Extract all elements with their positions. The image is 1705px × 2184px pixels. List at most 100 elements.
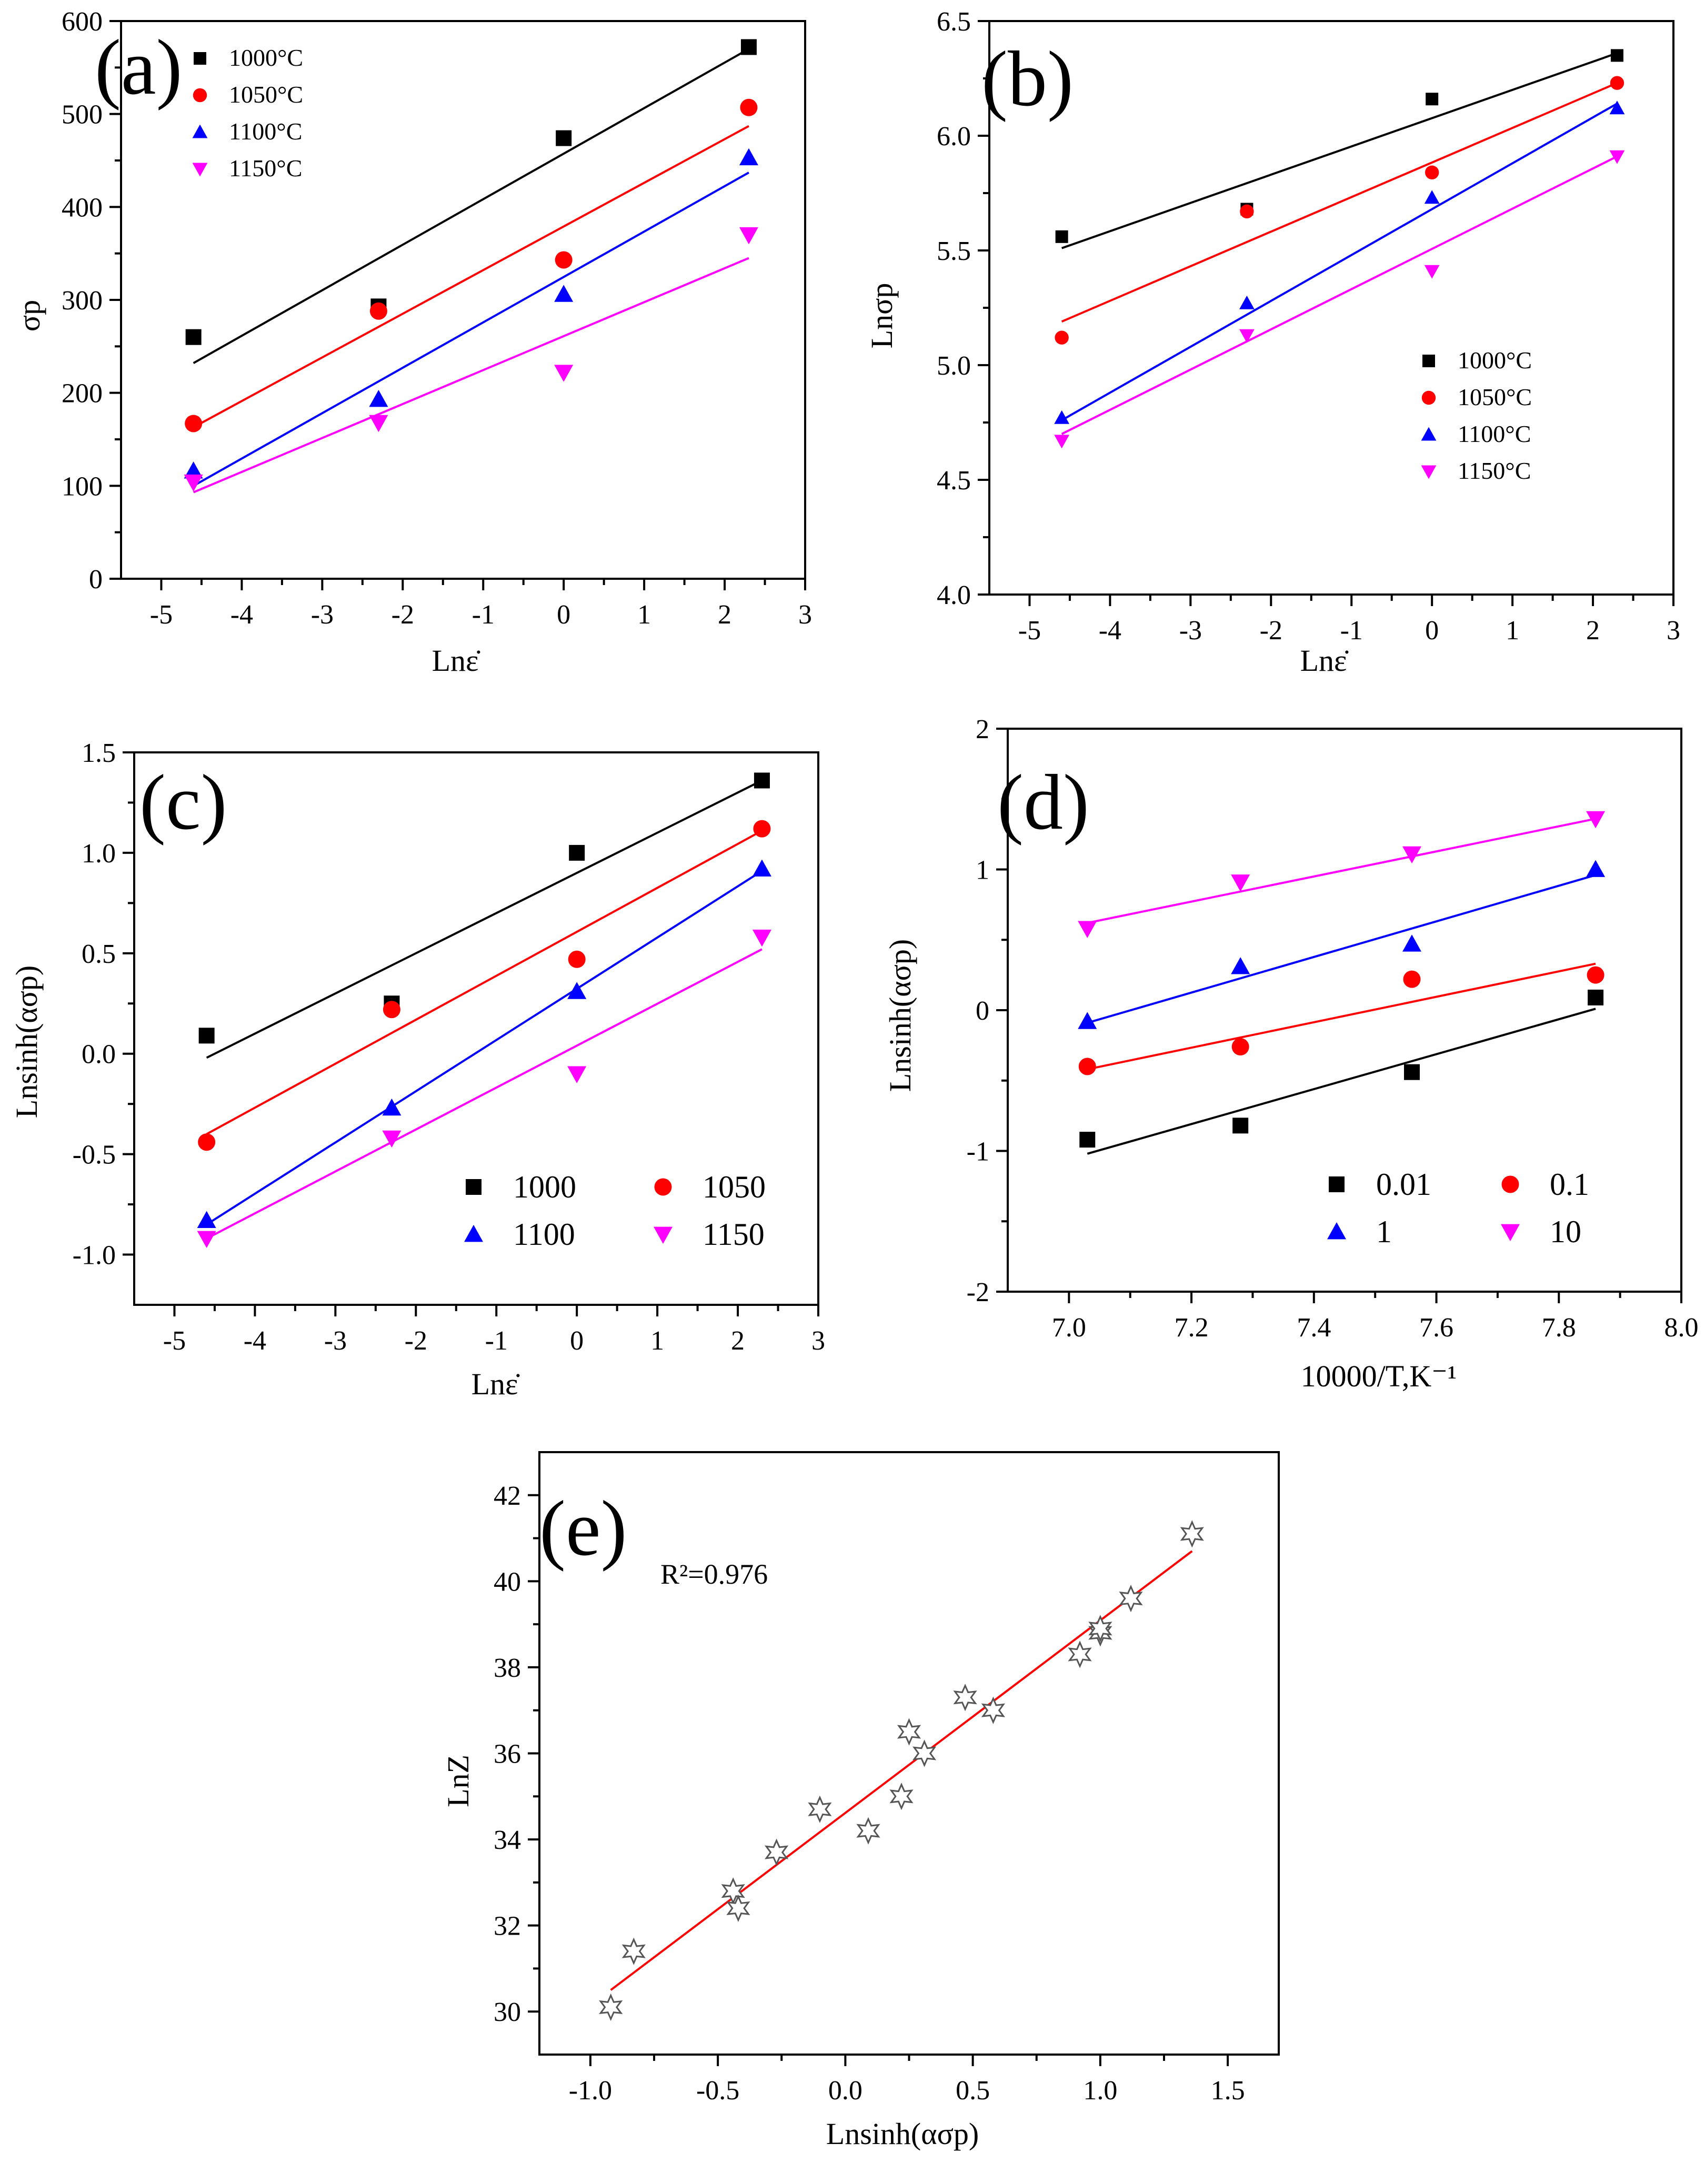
chart-b-ytick-label: 5.5: [937, 236, 971, 266]
chart-a-fit-line-1: [193, 125, 749, 428]
chart-b-legend-marker: [1421, 390, 1436, 405]
chart-e-point: [856, 1817, 880, 1845]
chart-e-point: [599, 1993, 623, 2021]
chart-d-xtick-label: 7.2: [1175, 1313, 1209, 1343]
chart-b-point: [1054, 435, 1070, 449]
chart-e-plot: -1.0 -0.5 0.0 0.5 1.0 1.5 30 32 34 36 38 40 42: [494, 1451, 1280, 2106]
panel-a-label: (a): [95, 24, 182, 111]
chart-c-legend-marker: [464, 1225, 483, 1242]
panel-e-ylabel: LnZ: [441, 1755, 475, 1807]
panel-e: (e) R²=0.976 Lnsinh(ασp) LnZ: [441, 1485, 979, 2151]
chart-e-fit-line-0: [610, 1550, 1193, 1991]
panel-e-r2-annotation: R²=0.976: [660, 1558, 768, 1590]
chart-e-xtick-label: 0.0: [828, 2076, 862, 2106]
chart-c-legend-label: 1050: [703, 1170, 766, 1204]
panel-b-xlabel: Lnε̇: [1300, 643, 1349, 678]
chart-c-point: [569, 844, 585, 861]
chart-d-ytick-label: 0: [976, 996, 989, 1026]
chart-d-point: [1079, 1132, 1096, 1148]
chart-b-ytick-label: 6.0: [937, 122, 971, 152]
chart-a-point: [554, 365, 574, 382]
chart-e-point: [1180, 1520, 1204, 1548]
chart-b-point: [1609, 150, 1625, 164]
panel-c-label: (c): [139, 759, 227, 846]
chart-e-xtick-label: 1.5: [1211, 2076, 1245, 2106]
chart-c-ytick-label: 1.5: [82, 738, 116, 768]
chart-a-point: [184, 461, 203, 479]
chart-b-legend-label: 1150°C: [1458, 457, 1531, 484]
chart-a-xtick-label: 1: [637, 600, 651, 630]
chart-e-xtick-label: -1.0: [569, 2076, 612, 2106]
chart-b-point: [1426, 93, 1439, 106]
chart-a-fit-line-2: [193, 172, 749, 487]
chart-e-point: [1119, 1584, 1143, 1613]
chart-c-xtick-label: -5: [163, 1326, 186, 1356]
chart-e-point: [981, 1696, 1006, 1724]
chart-a-xtick-label: -3: [311, 600, 334, 630]
chart-a-point: [185, 415, 203, 432]
chart-d-fit-line-3: [1087, 818, 1596, 924]
chart-c-fit-line-2: [206, 870, 763, 1225]
chart-d-legend-marker: [1327, 1222, 1346, 1240]
chart-c-point: [383, 1001, 400, 1019]
chart-d-legend-marker: [1501, 1224, 1520, 1241]
chart-a-point: [739, 227, 758, 245]
chart-c-legend-marker: [654, 1178, 672, 1196]
chart-a-legend-label: 1050°C: [229, 81, 303, 108]
chart-b-legend-label: 1100°C: [1458, 420, 1531, 447]
chart-d-xtick-label: 7.4: [1297, 1313, 1331, 1343]
chart-b-ytick-label: 4.5: [937, 466, 971, 496]
chart-a-ytick-label: 100: [62, 471, 103, 501]
chart-a-frame: [120, 20, 806, 580]
chart-c-ytick-label: 1.0: [82, 839, 116, 869]
panel-d-ylabel: Lnsinh(ασp): [883, 939, 917, 1092]
chart-e-point: [726, 1894, 750, 1923]
chart-a-xtick-label: -2: [392, 600, 414, 630]
panel-b-label: (b): [981, 35, 1074, 123]
chart-a-xtick-label: -4: [230, 600, 253, 630]
chart-d-ytick-label: -2: [967, 1277, 989, 1307]
panel-a: (a) Lnε̇ σp: [12, 24, 480, 678]
chart-c-point: [752, 929, 771, 947]
chart-d-fit-line-1: [1087, 962, 1596, 1071]
chart-b-xtick-label: 1: [1506, 616, 1519, 646]
chart-e-ytick-label: 32: [494, 1911, 521, 1941]
chart-a-xtick-label: 2: [718, 600, 731, 630]
chart-b-point: [1424, 265, 1440, 279]
chart-b-xtick-label: 0: [1425, 616, 1439, 646]
chart-a-legend-label: 1100°C: [229, 118, 302, 145]
panel-d-label: (d): [997, 759, 1089, 846]
chart-b-fit-line-1: [1061, 82, 1618, 323]
chart-c-xtick-label: -2: [405, 1326, 427, 1356]
chart-e-xtick-label: 0.5: [956, 2076, 990, 2106]
chart-d-fit-line-0: [1087, 1008, 1596, 1155]
chart-c-fit-line-0: [206, 779, 763, 1059]
chart-b-legend-label: 1000°C: [1458, 347, 1532, 374]
chart-a-point: [740, 98, 758, 116]
chart-b-point: [1055, 330, 1069, 345]
chart-a-legend-marker: [192, 163, 208, 177]
chart-b-point: [1609, 100, 1625, 115]
panel-d-xlabel: 10000/T,K⁻¹: [1301, 1359, 1457, 1393]
chart-c-point: [752, 859, 771, 877]
chart-a-xtick-label: 0: [557, 600, 570, 630]
chart-c-xtick-label: -4: [244, 1326, 266, 1356]
chart-e-point: [1088, 1615, 1112, 1643]
chart-d-point: [1586, 860, 1606, 877]
chart-b-xtick-label: -2: [1260, 616, 1282, 646]
chart-c-xtick-label: 0: [570, 1326, 584, 1356]
chart-d-ytick-label: 2: [976, 714, 989, 744]
chart-a-xtick-label: -5: [150, 600, 173, 630]
chart-b-ytick-label: 5.0: [937, 351, 971, 381]
chart-c-point: [382, 1098, 402, 1116]
chart-d-point: [1588, 989, 1604, 1005]
chart-d-point: [1402, 846, 1421, 864]
chart-a-point: [554, 285, 574, 302]
chart-a-ytick-label: 0: [89, 565, 103, 595]
chart-c-plot: -5 -4 -3 -2 -1 0 1 2 3 -1.0 -0.5 0.0 0.5 1.0 1.5 1000 10…: [73, 738, 825, 1356]
chart-b-fit-line-2: [1061, 103, 1618, 421]
panel-b: (b) Lnε̇ Lnσp: [865, 35, 1349, 678]
chart-a-point: [369, 390, 388, 407]
chart-b-xtick-label: -5: [1018, 616, 1041, 646]
chart-d-xtick-label: 8.0: [1664, 1313, 1699, 1343]
